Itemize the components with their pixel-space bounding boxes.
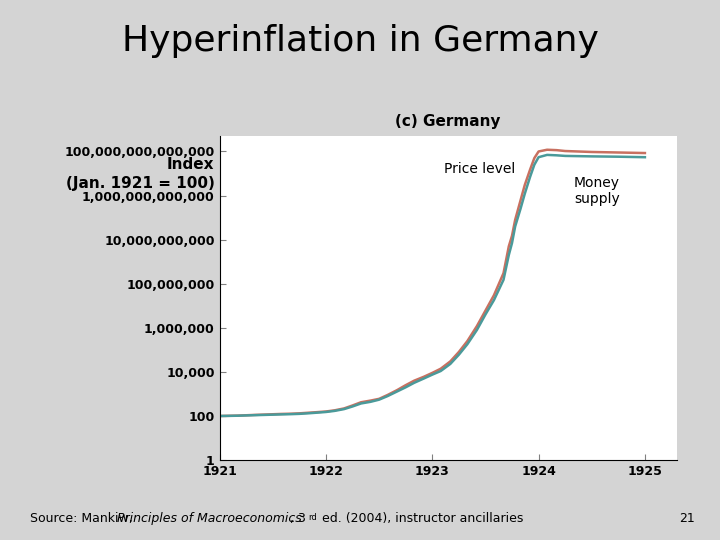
Text: , 3: , 3: [290, 512, 306, 525]
Text: (c) Germany: (c) Germany: [395, 114, 500, 129]
Text: Price level: Price level: [444, 161, 516, 176]
Text: 21: 21: [679, 512, 695, 525]
Text: Source: Mankiw,: Source: Mankiw,: [30, 512, 137, 525]
Text: Principles of Macroeconomics: Principles of Macroeconomics: [117, 512, 302, 525]
Text: Money
supply: Money supply: [574, 176, 620, 206]
Text: rd: rd: [308, 513, 317, 522]
Text: ed. (2004), instructor ancillaries: ed. (2004), instructor ancillaries: [318, 512, 523, 525]
Text: Index: Index: [167, 157, 215, 172]
Text: Hyperinflation in Germany: Hyperinflation in Germany: [122, 24, 598, 57]
Text: (Jan. 1921 = 100): (Jan. 1921 = 100): [66, 176, 215, 191]
